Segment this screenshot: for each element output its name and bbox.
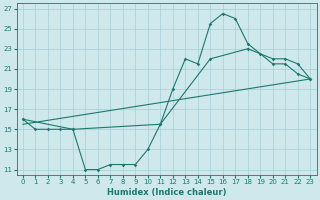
- X-axis label: Humidex (Indice chaleur): Humidex (Indice chaleur): [107, 188, 226, 197]
